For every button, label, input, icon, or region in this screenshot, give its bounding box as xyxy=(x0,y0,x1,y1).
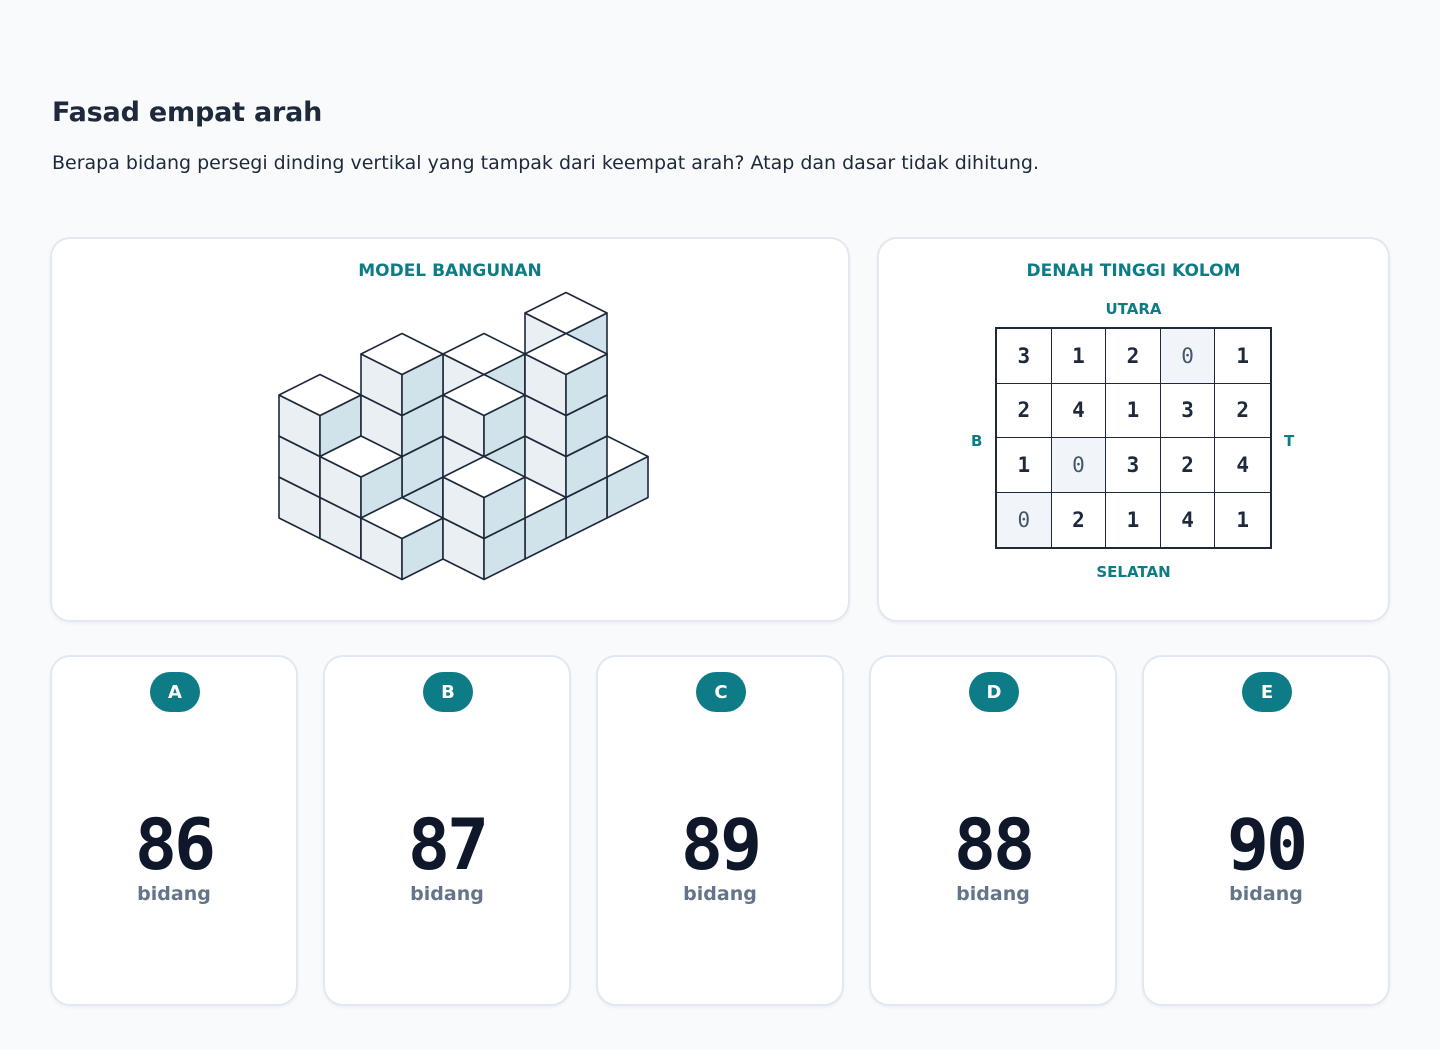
cube-top-face xyxy=(524,332,608,376)
cube-top-face xyxy=(360,496,444,540)
grid-cell: 4 xyxy=(1215,438,1270,493)
option-unit: bidang xyxy=(956,883,1030,905)
grid-cell: 3 xyxy=(997,329,1052,384)
grid-cell: 2 xyxy=(1160,438,1216,493)
building-model-panel: MODEL BANGUNAN xyxy=(50,237,850,622)
answer-option-d[interactable]: D 88 bidang xyxy=(869,655,1117,1006)
grid-cell: 4 xyxy=(1051,383,1107,438)
option-letter-badge: C xyxy=(696,672,746,712)
option-value: 87 xyxy=(407,804,489,886)
grid-cell: 1 xyxy=(1106,383,1161,438)
option-letter-badge: B xyxy=(423,672,473,712)
option-value: 89 xyxy=(680,804,762,886)
cube-top-face xyxy=(524,291,608,335)
model-panel-heading: MODEL BANGUNAN xyxy=(358,261,542,281)
grid-cell: 0 xyxy=(1051,438,1107,493)
option-unit: bidang xyxy=(410,883,484,905)
height-plan-panel: DENAH TINGGI KOLOM UTARA B T SELATAN 3 1… xyxy=(877,237,1390,622)
page-title: Fasad empat arah xyxy=(52,97,323,128)
answer-option-b[interactable]: B 87 bidang xyxy=(323,655,571,1006)
question-text: Berapa bidang persegi dinding vertikal y… xyxy=(52,152,1039,174)
isometric-building-model xyxy=(278,291,649,581)
grid-cell: 2 xyxy=(1052,492,1107,547)
cube-top-face xyxy=(360,332,444,376)
option-unit: bidang xyxy=(683,883,757,905)
option-unit: bidang xyxy=(1229,883,1303,905)
cube-top-face xyxy=(442,373,526,417)
grid-cell: 1 xyxy=(997,438,1052,493)
plan-panel-heading: DENAH TINGGI KOLOM xyxy=(1026,261,1241,281)
option-value: 88 xyxy=(953,804,1035,886)
grid-cell: 3 xyxy=(1160,383,1216,438)
cube-top-face xyxy=(442,455,526,499)
cube-top-face xyxy=(319,435,403,478)
grid-cell: 2 xyxy=(1215,384,1270,438)
cube-top-face xyxy=(278,373,362,417)
grid-cell: 0 xyxy=(997,492,1052,547)
grid-cell: 1 xyxy=(1106,492,1161,547)
cube-top-face xyxy=(442,332,526,376)
grid-cell: 1 xyxy=(1215,329,1270,384)
grid-cell: 1 xyxy=(1051,329,1107,384)
height-grid: 3 1 2 0 1 2 4 1 3 2 1 0 3 2 4 0 2 1 4 1 xyxy=(995,327,1272,549)
answer-option-e[interactable]: E 90 bidang xyxy=(1142,655,1390,1006)
grid-cell: 2 xyxy=(997,383,1052,438)
answer-option-a[interactable]: A 86 bidang xyxy=(50,655,298,1006)
option-value: 90 xyxy=(1226,804,1308,886)
compass-west-label: B xyxy=(971,432,983,450)
grid-cell: 0 xyxy=(1160,329,1216,384)
compass-east-label: T xyxy=(1284,432,1295,450)
option-letter-badge: A xyxy=(150,672,200,712)
option-letter-badge: D xyxy=(969,672,1019,712)
option-value: 86 xyxy=(134,804,216,886)
compass-north-label: UTARA xyxy=(1105,300,1162,318)
grid-cell: 3 xyxy=(1106,438,1161,493)
option-letter-badge: E xyxy=(1242,672,1292,712)
compass-south-label: SELATAN xyxy=(1096,563,1171,581)
grid-cell: 1 xyxy=(1236,507,1250,532)
grid-cell: 4 xyxy=(1161,492,1216,547)
answer-option-c[interactable]: C 89 bidang xyxy=(596,655,844,1006)
option-unit: bidang xyxy=(137,883,211,905)
grid-cell: 2 xyxy=(1106,329,1161,384)
